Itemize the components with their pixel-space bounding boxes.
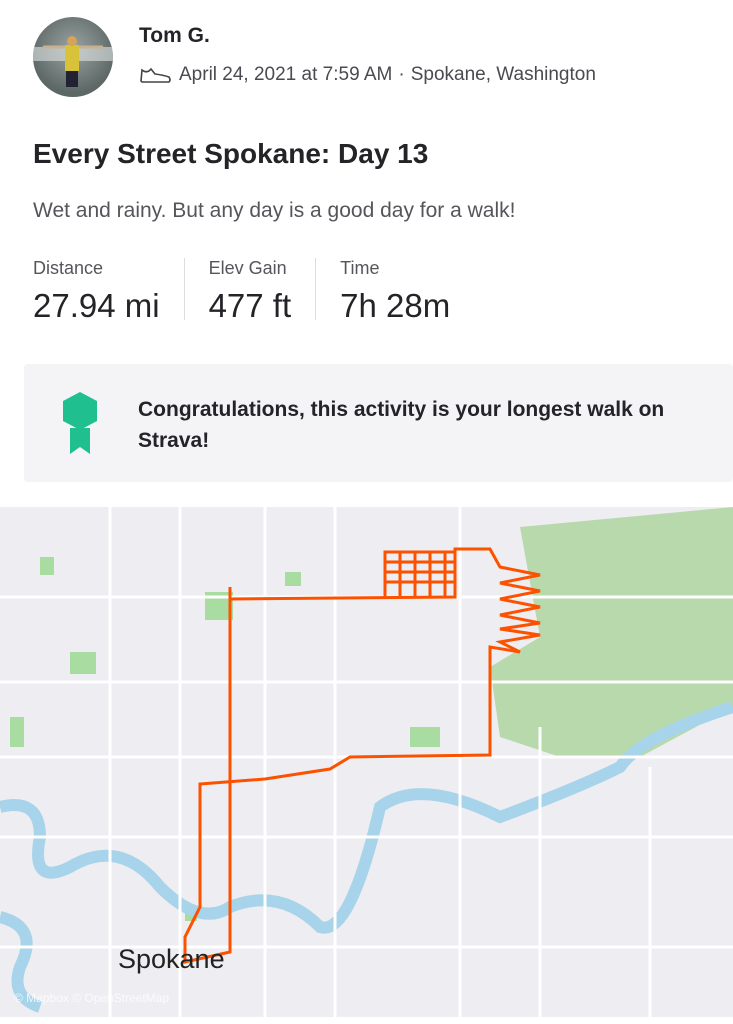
athlete-name[interactable]: Tom G. (139, 24, 210, 47)
activity-date: April 24, 2021 at 7:59 AM (179, 64, 393, 85)
route-line (183, 547, 541, 964)
parks (10, 557, 440, 921)
stat-time: Time 7h 28m (340, 258, 474, 324)
stats: Distance 27.94 mi Elev Gain 477 ft Time 7h … (33, 258, 498, 324)
stat-label: Distance (33, 258, 104, 278)
activity-title: Every Street Spokane: Day 13 (33, 138, 429, 169)
stat-label: Time (340, 258, 380, 278)
stat-elev-gain: Elev Gain 477 ft (208, 258, 317, 324)
achievement-banner: Congratulations, this activity is your l… (24, 364, 733, 482)
stat-value: 7h 28m (340, 287, 451, 324)
separator: · (398, 64, 405, 85)
stat-value: 27.94 mi (33, 287, 160, 324)
stat-distance: Distance 27.94 mi (33, 258, 185, 324)
medal-icon (63, 392, 97, 454)
activity-location: Spokane, Washington (410, 64, 596, 85)
achievement-text: Congratulations, this activity is your l… (138, 398, 665, 452)
activity-description: Wet and rainy. But any day is a good day… (33, 199, 516, 222)
activity-meta: April 24, 2021 at 7:59 AM · Spokane, Was… (139, 64, 596, 86)
map-attribution[interactable]: © Mapbox © OpenStreetMap (14, 991, 170, 1005)
route-map[interactable] (0, 507, 733, 1017)
forest-area (490, 507, 733, 757)
river (0, 701, 733, 934)
map-city-label: Spokane (118, 944, 225, 974)
stat-label: Elev Gain (208, 258, 287, 278)
stat-value: 477 ft (208, 287, 292, 324)
avatar[interactable] (33, 17, 113, 97)
shoe-icon (140, 67, 171, 83)
